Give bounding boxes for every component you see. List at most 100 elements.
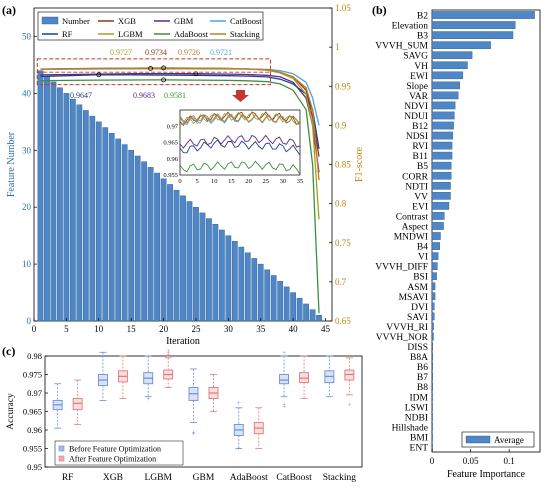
box <box>279 374 290 385</box>
inset-line-catboost <box>179 114 301 126</box>
feature-label: NDSI <box>406 132 428 142</box>
feature-number-bar <box>167 184 173 322</box>
feature-number-bar <box>95 121 102 322</box>
outlier-marker: + <box>237 399 241 407</box>
importance-bar <box>431 222 444 230</box>
importance-bar <box>431 292 436 301</box>
y-axis-label-a: Feature Number <box>6 131 17 197</box>
importance-bar <box>431 433 433 441</box>
legend-label-a: LGBM <box>118 29 143 39</box>
legend-label-c: Before Feature Optimization <box>69 445 161 454</box>
x-axis-label-b: Feature Importance <box>447 469 526 480</box>
outlier-marker: + <box>192 428 196 436</box>
y2-tick-label-a: 0.7 <box>335 277 347 287</box>
feature-number-bar <box>180 195 186 322</box>
feature-number-bar <box>257 263 264 322</box>
x-tick-label-a: 0 <box>32 324 37 334</box>
legend-label-a: Stacking <box>230 29 260 39</box>
panel-label-a: (a) <box>2 3 16 17</box>
feature-label: VVVH_NOR <box>376 333 429 343</box>
panel-c-boxplot-chart: 0.95 0.955 0.96 0.965 0.97 0.975 0.98 Accuracy R… <box>6 347 363 483</box>
inset-y-tick-label: 0.96 <box>167 156 179 163</box>
importance-bar <box>431 322 434 331</box>
legend-c <box>54 440 184 466</box>
x-tick-label-a: 15 <box>127 324 137 334</box>
y2-tick-label-a: 1.05 <box>335 3 351 13</box>
x-tick-label-a: 25 <box>191 324 201 334</box>
feature-number-bar <box>296 298 303 322</box>
feature-label: VI <box>418 253 428 263</box>
feature-label: Contrast <box>396 212 429 222</box>
x-tick-label-a: 10 <box>94 324 104 334</box>
feature-number-bar <box>57 87 63 322</box>
x-tick-label-b: 0 <box>430 456 435 466</box>
importance-bar <box>431 61 468 70</box>
importance-bar <box>431 413 433 421</box>
feature-label: B7 <box>417 373 428 383</box>
feature-label: Elevation <box>392 22 429 32</box>
feature-label: VVVH_DIFF <box>375 263 428 273</box>
feature-label: MNDWI <box>394 233 428 243</box>
feature-number-bar <box>89 115 96 322</box>
feature-number-bar <box>154 172 160 322</box>
f1-annotation: 0.9727 <box>110 48 132 57</box>
x-tick-label-a: 45 <box>321 324 331 334</box>
max-marker <box>148 66 154 71</box>
y2-tick-label-a: 0.8 <box>335 199 347 209</box>
feature-label: EVI <box>412 202 428 212</box>
feature-number-bar <box>121 144 128 322</box>
outlier-marker: + <box>166 349 170 357</box>
importance-bar <box>431 272 437 281</box>
legend-label-a: XGB <box>118 16 136 26</box>
inset-line-adaboost <box>179 160 301 175</box>
feature-number-bar <box>303 303 309 322</box>
feature-label: LSWI <box>405 403 428 413</box>
importance-bar <box>431 232 441 240</box>
category-label-c: AdaBoost <box>230 473 268 483</box>
importance-bar <box>431 71 464 80</box>
importance-bar <box>431 242 440 250</box>
feature-label: B3 <box>417 32 428 42</box>
y2-tick-label-a: 0.9 <box>335 120 347 130</box>
feature-number-bar <box>141 161 147 322</box>
f1-annotation: 0.9683 <box>133 91 155 100</box>
importance-bar <box>431 171 452 180</box>
f1-line-stacking <box>40 67 320 181</box>
feature-number-bar <box>160 178 167 322</box>
y-axis-label-c: Accuracy <box>6 393 16 430</box>
importance-bar <box>431 41 491 49</box>
y-tick-label-a: 20 <box>22 202 32 212</box>
outlier-marker: + <box>347 401 351 409</box>
inset-y-tick-label: 0.965 <box>163 140 178 147</box>
outlier-marker: + <box>237 445 241 453</box>
category-label-c: XGB <box>103 473 123 483</box>
inset-line-xgb <box>179 111 301 127</box>
importance-bar <box>431 423 433 431</box>
feature-number-bar <box>231 241 238 322</box>
y-tick-label-a: 0 <box>27 316 32 326</box>
feature-number-bar <box>309 309 316 322</box>
importance-bar <box>431 382 433 391</box>
feature-number-bar <box>108 132 115 322</box>
importance-bar <box>431 372 433 381</box>
feature-label: VV <box>414 192 428 202</box>
importance-bar <box>431 11 535 19</box>
feature-number-bar <box>199 212 206 322</box>
max-marker <box>161 77 166 83</box>
outlier-marker: + <box>166 351 170 359</box>
f1-line-adaboost <box>40 79 320 314</box>
inset-y-tick-label: 0.955 <box>163 172 178 179</box>
feature-number-bar <box>173 189 180 322</box>
importance-bar <box>431 202 450 210</box>
legend-label-a: GBM <box>174 16 194 26</box>
y2-tick-label-a: 0.85 <box>335 160 351 170</box>
x-tick-label-a: 30 <box>224 324 234 334</box>
x-axis-label-a: Iteration <box>166 336 200 347</box>
feature-number-bar <box>206 218 212 322</box>
f1-annotation: 0.9721 <box>210 48 232 57</box>
x-tick-label-b: 0.1 <box>504 456 515 466</box>
max-marker <box>96 72 102 78</box>
x-tick-label-a: 35 <box>256 324 266 334</box>
outlier-marker: + <box>166 353 170 361</box>
feature-label: EWI <box>410 72 428 82</box>
